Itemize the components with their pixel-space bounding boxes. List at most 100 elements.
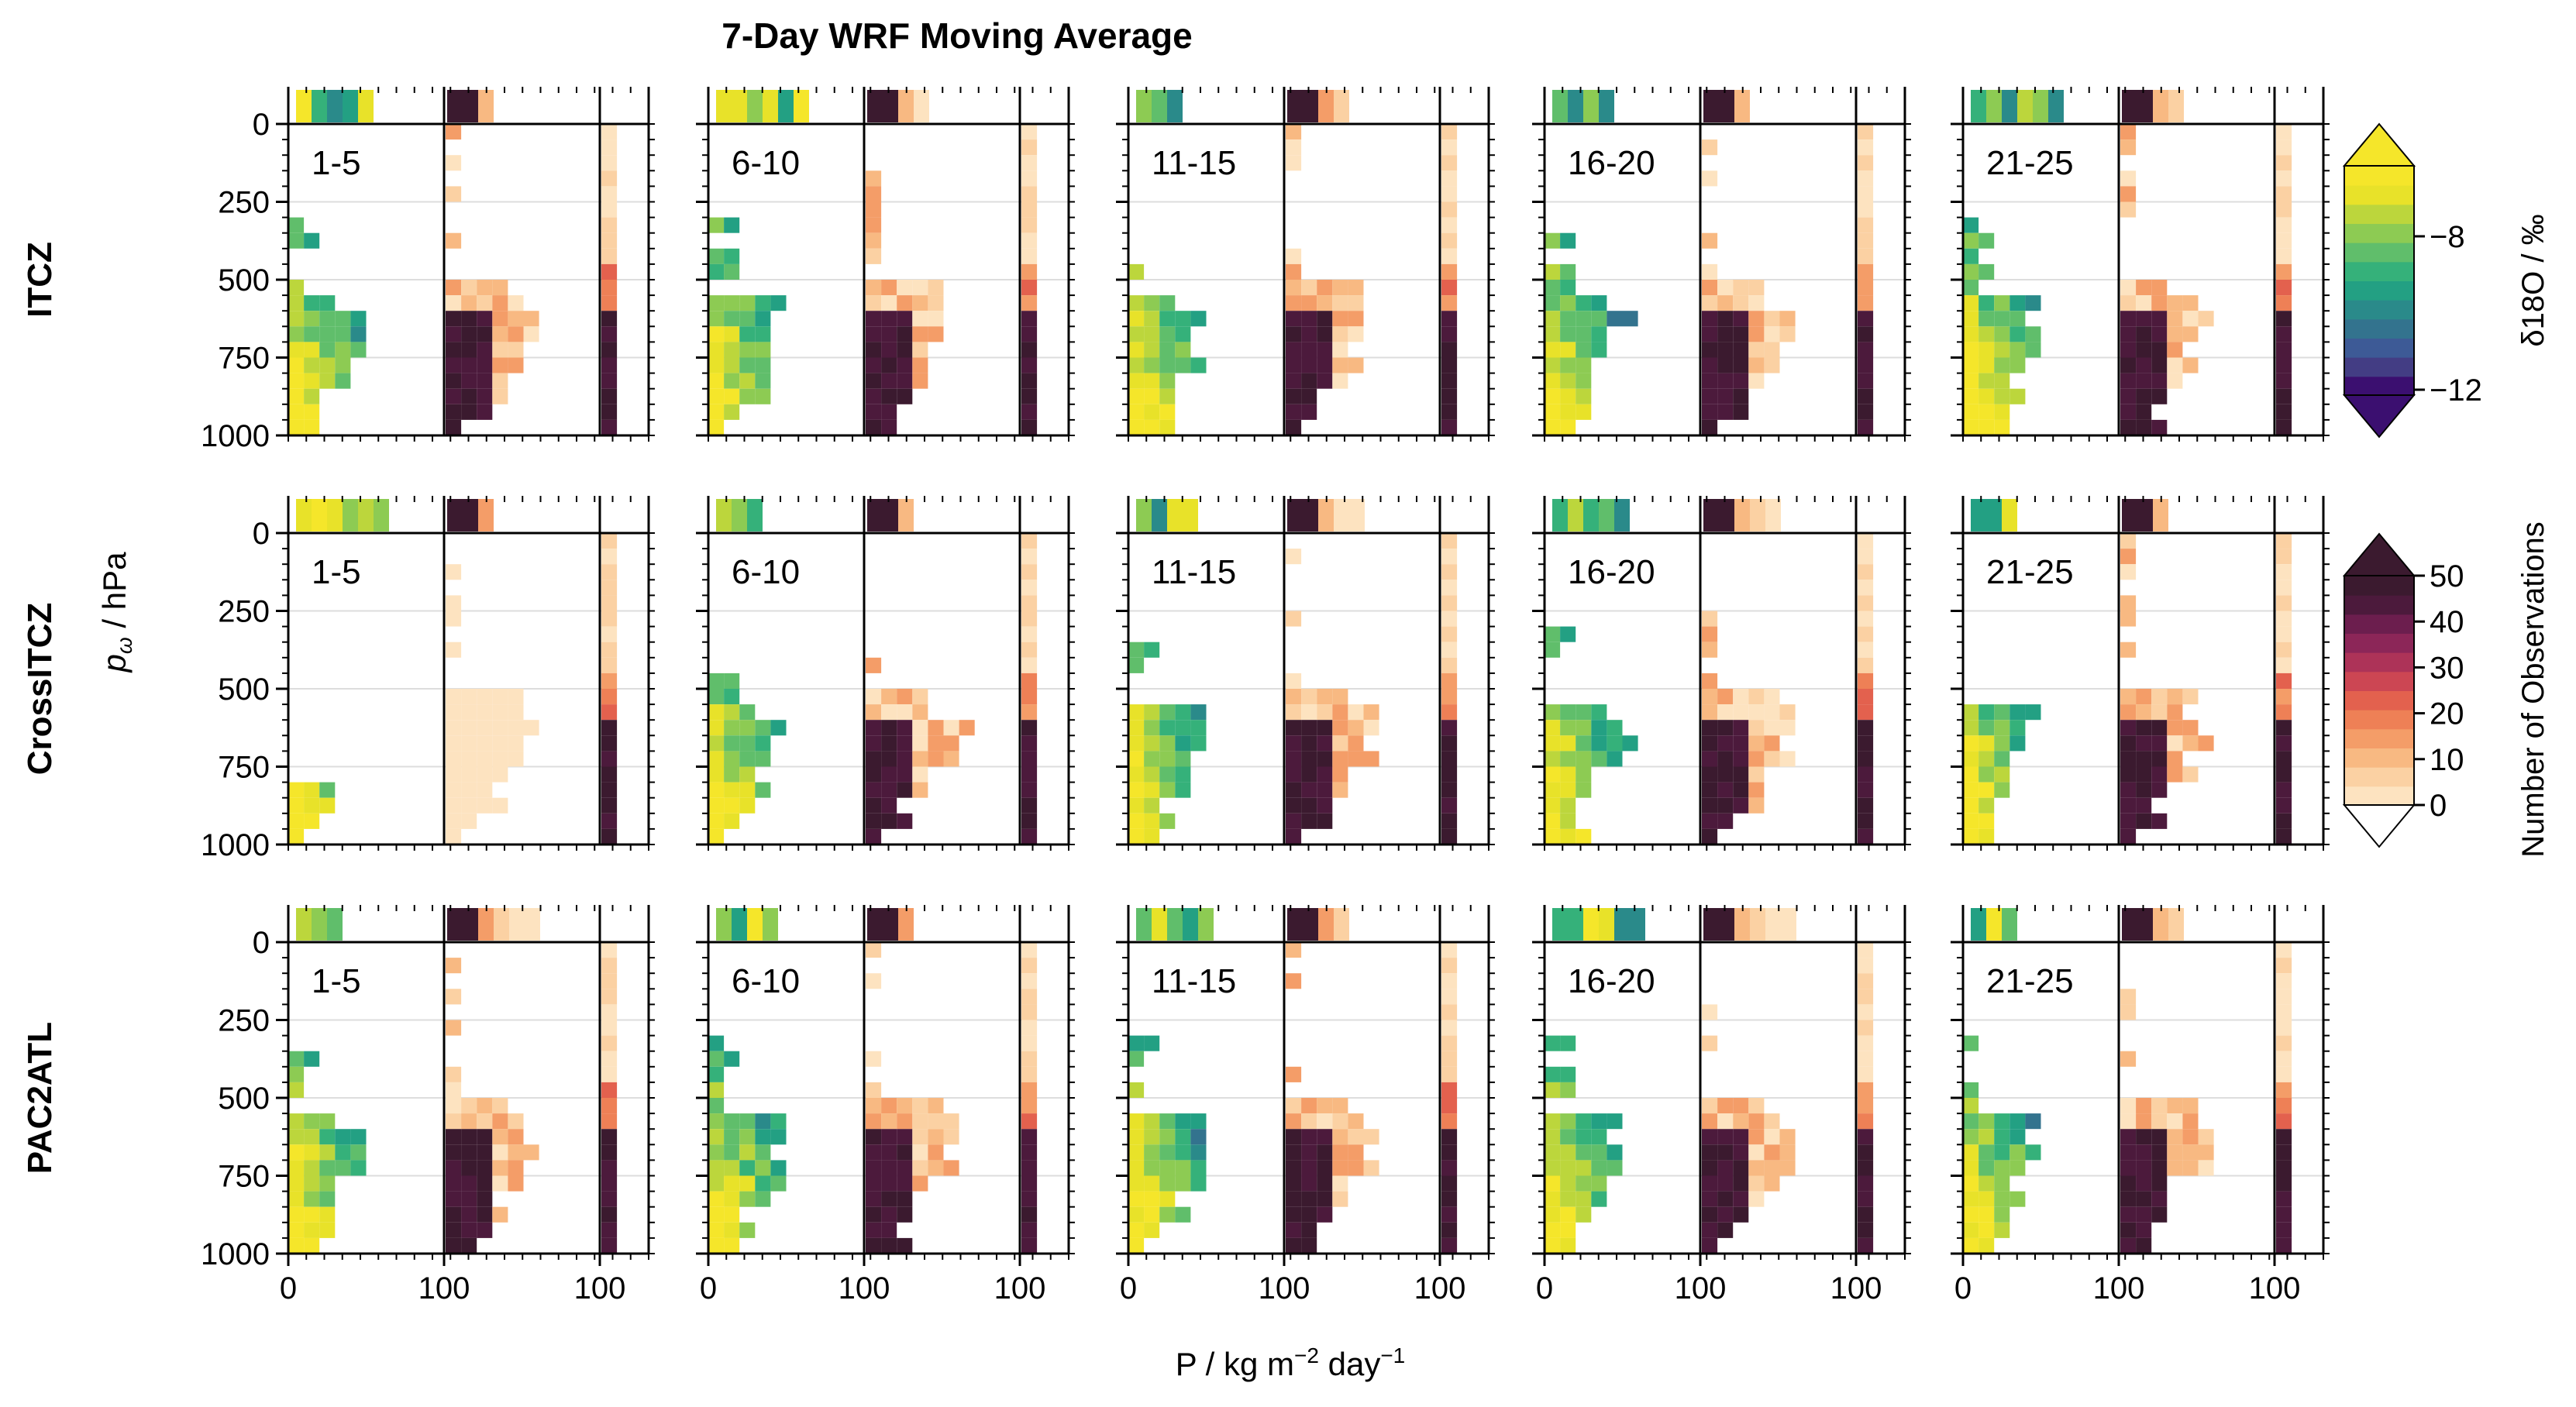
cell-count [866, 657, 882, 673]
cell-margin [1021, 1191, 1038, 1207]
cell-count [446, 1020, 462, 1036]
strip-cell-count [1303, 499, 1318, 531]
cell-d18o [1144, 782, 1160, 798]
cell-d18o [1576, 782, 1592, 798]
cell-d18o [1144, 1175, 1160, 1192]
cell-count [446, 419, 462, 435]
colorbar-swatch [2344, 299, 2414, 320]
cell-margin [1858, 1160, 1874, 1176]
cell-count [461, 1175, 477, 1192]
cell-d18o [1963, 1237, 1979, 1254]
cell-count [492, 704, 508, 721]
cell-margin [1021, 1237, 1038, 1254]
cell-d18o [1545, 326, 1561, 342]
cell-margin [601, 295, 618, 311]
cell-count [2136, 295, 2152, 311]
cell-count [2182, 1098, 2199, 1114]
strip-cell-d18o [1568, 908, 1583, 941]
strip-cell-d18o [343, 499, 358, 531]
cell-count [1301, 1206, 1317, 1223]
cell-count [1286, 263, 1302, 280]
colorbar-tick-label: −12 [2430, 373, 2482, 408]
cell-d18o [319, 326, 336, 342]
cell-margin [601, 813, 618, 829]
cell-count [928, 735, 944, 752]
cell-margin [2276, 155, 2292, 171]
cell-d18o [1175, 1175, 1191, 1192]
cell-d18o [1963, 1129, 1979, 1145]
cell-count [1286, 1098, 1302, 1114]
y-tick-label: 1000 [201, 1237, 270, 1271]
cell-d18o [1591, 720, 1607, 736]
strip-cell-d18o [747, 499, 763, 531]
cell-count [508, 1175, 524, 1192]
cell-d18o [1963, 1035, 1979, 1051]
cell-count [2120, 139, 2137, 156]
cell-margin [1441, 1222, 1458, 1238]
cell-count [2120, 373, 2137, 389]
cell-count [1733, 295, 1749, 311]
cell-count [866, 1237, 882, 1254]
cell-d18o [2009, 735, 2026, 752]
cell-d18o [708, 248, 725, 264]
colorbar-swatch [2344, 242, 2414, 263]
cell-count [2198, 1129, 2214, 1145]
cell-d18o [288, 295, 305, 311]
cell-d18o [708, 1035, 725, 1051]
cell-d18o [1159, 720, 1176, 736]
cell-margin [601, 1082, 618, 1098]
cell-margin [1021, 311, 1038, 327]
cell-count [1317, 342, 1333, 358]
strip-cell-count [1765, 908, 1781, 941]
cell-d18o [319, 1206, 336, 1223]
cell-margin [2276, 595, 2292, 611]
cell-d18o [1591, 1175, 1607, 1192]
cell-margin [2276, 311, 2292, 327]
cell-count [1286, 1237, 1302, 1254]
cell-count [1301, 1129, 1317, 1145]
cell-count [928, 280, 944, 296]
cell-d18o [724, 1191, 740, 1207]
cell-d18o [1144, 735, 1160, 752]
strip-cell-d18o [732, 90, 747, 122]
cell-count [1317, 311, 1333, 327]
cell-count [881, 1160, 897, 1176]
y-axis-label-symbol: p [96, 654, 133, 673]
cell-d18o [1978, 1237, 1995, 1254]
cell-margin [1858, 419, 1874, 435]
cell-d18o [1591, 342, 1607, 358]
cell-margin [1858, 295, 1874, 311]
cell-margin [601, 326, 618, 342]
cell-d18o [1576, 326, 1592, 342]
cell-margin [601, 1175, 618, 1192]
strip-cell-count [1719, 499, 1734, 531]
cell-d18o [1144, 751, 1160, 767]
cell-d18o [1978, 232, 1995, 249]
cell-margin [1858, 388, 1874, 404]
cell-count [492, 280, 508, 296]
cell-d18o [739, 373, 756, 389]
cell-count [1717, 357, 1734, 373]
cell-count [1317, 1175, 1333, 1192]
cell-count [881, 373, 897, 389]
colorbar-swatch [2344, 166, 2414, 186]
cell-count [2182, 1129, 2199, 1145]
cell-count [446, 1113, 462, 1130]
cell-count [2198, 311, 2214, 327]
cell-margin [1441, 704, 1458, 721]
cell-count [1717, 1175, 1734, 1192]
cell-d18o [1190, 357, 1207, 373]
strip-cell-count [463, 499, 478, 531]
cell-d18o [1576, 1175, 1592, 1192]
strip-cell-count [2137, 90, 2153, 122]
cell-margin [1858, 828, 1874, 845]
cell-count [1764, 1175, 1780, 1192]
cell-d18o [1159, 813, 1176, 829]
cell-count [1317, 357, 1333, 373]
cell-d18o [724, 263, 740, 280]
cell-margin [601, 1129, 618, 1145]
cell-margin [2276, 248, 2292, 264]
cell-d18o [1591, 1129, 1607, 1145]
cell-count [477, 342, 493, 358]
strip-cell-d18o [1986, 499, 2002, 531]
